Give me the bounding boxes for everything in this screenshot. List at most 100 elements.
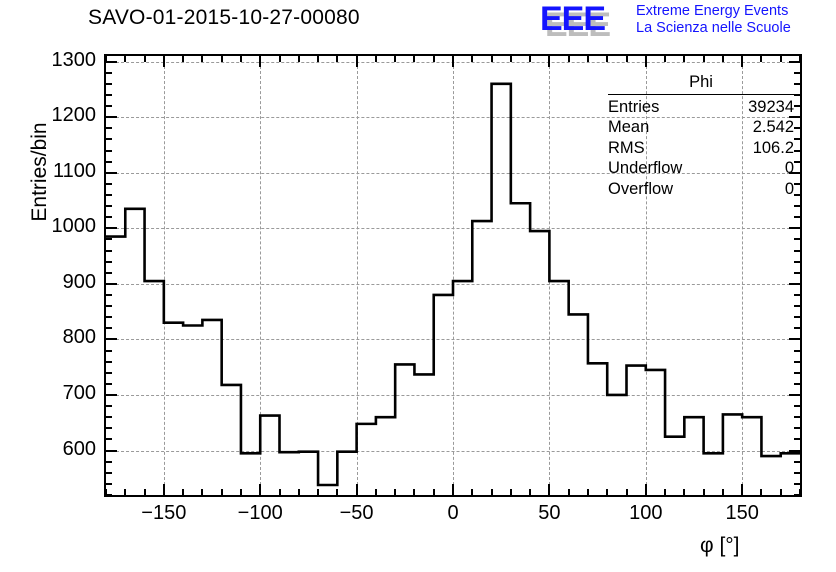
y-tick-minor [794, 427, 800, 430]
x-tick-major [355, 56, 358, 67]
x-tick-minor [220, 56, 223, 62]
y-tick-minor [794, 105, 800, 107]
stats-key: Mean [608, 118, 650, 136]
x-tick-minor [317, 489, 320, 495]
x-tick-minor [799, 56, 801, 62]
x-tick-minor [567, 489, 570, 495]
x-tick-minor [182, 489, 185, 495]
x-tick-minor [625, 56, 628, 62]
x-tick-minor [702, 489, 705, 495]
x-tick-minor [799, 489, 801, 495]
y-tick-label: 1000 [51, 215, 97, 238]
x-tick-minor [760, 489, 763, 495]
y-tick-minor [794, 405, 800, 408]
y-tick-minor [106, 238, 112, 241]
stats-value: 2.542 [752, 118, 794, 136]
x-tick-minor [124, 489, 127, 495]
x-tick-minor [490, 489, 493, 495]
y-tick-label: 600 [62, 437, 96, 460]
y-tick-minor [794, 471, 800, 474]
y-tick-minor [106, 127, 112, 130]
y-tick-minor [794, 249, 800, 252]
y-tick-label: 1200 [51, 104, 97, 127]
y-tick-minor [106, 216, 112, 219]
y-tick-minor [794, 205, 800, 207]
gridline-v [645, 56, 647, 495]
x-tick-label: −50 [339, 502, 374, 524]
y-tick-label: 1300 [51, 48, 97, 71]
x-tick-minor [220, 489, 223, 495]
x-tick-major [162, 484, 165, 495]
x-tick-label: −150 [141, 502, 187, 524]
y-tick-minor [106, 260, 112, 263]
x-tick-minor [586, 56, 589, 62]
page-title: SAVO-01-2015-10-27-00080 [88, 6, 360, 29]
y-tick-minor [106, 349, 112, 352]
y-tick-major [106, 449, 117, 452]
y-tick-minor [106, 416, 112, 419]
x-tick-minor [336, 489, 339, 495]
y-tick-minor [106, 205, 112, 207]
x-tick-major [355, 484, 358, 495]
x-tick-major [741, 484, 744, 495]
y-tick-minor [794, 293, 800, 296]
x-tick-minor [394, 56, 397, 62]
x-tick-minor [567, 56, 570, 62]
y-tick-major [789, 227, 800, 230]
x-tick-minor [374, 56, 377, 62]
x-tick-minor [779, 56, 782, 62]
stats-value: 39234 [748, 97, 794, 116]
x-tick-minor [105, 56, 107, 62]
x-tick-minor [721, 489, 724, 495]
x-tick-minor [105, 489, 107, 495]
eee-logo-line1: Extreme Energy Events [636, 3, 789, 19]
x-tick-minor [297, 489, 300, 495]
x-tick-minor [278, 56, 281, 62]
y-tick-minor [794, 182, 800, 185]
x-tick-major [259, 56, 262, 67]
stats-row: Entries 39234 [608, 97, 794, 118]
y-tick-minor [794, 127, 800, 130]
y-tick-minor [794, 327, 800, 330]
y-tick-minor [794, 371, 800, 374]
x-tick-minor [509, 56, 512, 62]
y-tick-major [106, 282, 117, 285]
x-tick-minor [143, 56, 146, 62]
x-tick-minor [432, 489, 435, 495]
y-tick-major [106, 60, 117, 63]
y-tick-major [106, 394, 117, 396]
histogram-curve [106, 82, 800, 487]
y-tick-label: 700 [62, 382, 96, 404]
stats-row: Overflow 0 [608, 179, 794, 200]
x-tick-minor [413, 56, 416, 62]
y-tick-minor [794, 71, 800, 74]
y-tick-minor [794, 382, 800, 385]
y-tick-minor [794, 149, 800, 152]
y-tick-minor [106, 360, 112, 363]
y-tick-minor [794, 238, 800, 241]
stats-key: Entries [608, 97, 660, 116]
gridline-v [163, 56, 165, 495]
x-tick-minor [760, 56, 763, 62]
y-tick-label: 900 [62, 270, 96, 293]
eee-logo: EEE Extreme Energy Events La Scienza nel… [540, 2, 836, 38]
x-tick-minor [509, 489, 512, 495]
y-tick-major [789, 394, 800, 396]
y-tick-minor [794, 82, 800, 85]
x-tick-minor [625, 489, 628, 495]
y-tick-major [789, 282, 800, 285]
stats-title: Phi [689, 73, 713, 91]
x-tick-minor [779, 489, 782, 495]
y-tick-minor [794, 482, 800, 485]
y-tick-minor [106, 149, 112, 152]
y-tick-major [789, 449, 800, 452]
x-tick-minor [471, 56, 474, 62]
y-tick-minor [106, 105, 112, 107]
y-tick-major [106, 171, 117, 174]
stats-key: RMS [608, 138, 645, 157]
x-tick-minor [374, 489, 377, 495]
x-tick-minor [317, 56, 320, 62]
y-tick-minor [794, 360, 800, 363]
y-tick-minor [106, 471, 112, 474]
plot-area [104, 54, 802, 497]
